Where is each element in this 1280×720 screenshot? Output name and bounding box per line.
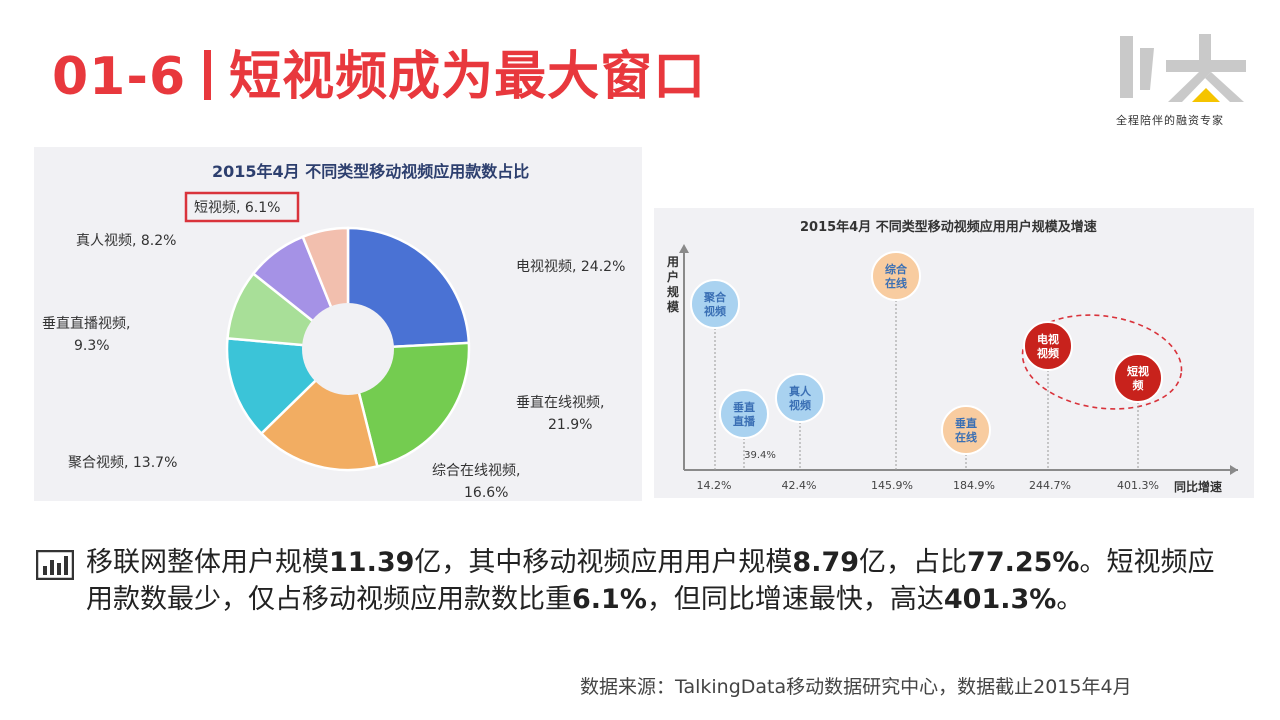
- highlight-box: [184, 191, 300, 223]
- slide-heading: 短视频成为最大窗口: [229, 47, 707, 107]
- pie-slice-label: 综合在线视频, 16.6%: [432, 463, 520, 501]
- pie-slice-label: 聚合视频, 13.7%: [68, 455, 177, 471]
- bubble-label: 垂直在线: [955, 416, 977, 444]
- x-axis-arrow-icon: [1230, 465, 1238, 475]
- x-tick-label: 14.2%: [697, 479, 732, 492]
- y-axis-label: 用户规模: [666, 255, 680, 314]
- summary-value-3: 77.25%: [967, 547, 1080, 578]
- pie-slice-label: 短视频, 6.1%: [194, 200, 280, 216]
- summary-value-1: 11.39: [329, 547, 415, 578]
- x-axis-label: 同比增速: [1174, 479, 1222, 494]
- pie-chart-title: 2015年4月 不同类型移动视频应用款数占比: [212, 162, 529, 181]
- scatter-chart-panel: 2015年4月 不同类型移动视频应用用户规模及增速 用户规模同比增速 聚合视频垂…: [654, 208, 1254, 498]
- scatter-bubble: [941, 405, 991, 455]
- x-tick-label: 145.9%: [871, 479, 913, 492]
- summary-value-5: 401.3%: [943, 584, 1057, 615]
- x-tick-label: 244.7%: [1029, 479, 1071, 492]
- slide-title: 01-6 短视频成为最大窗口: [52, 34, 706, 109]
- bubble-label: 聚合视频: [703, 290, 727, 318]
- bar-chart-icon: [36, 550, 74, 580]
- pie-slice-label: 垂直直播视频, 9.3%: [42, 315, 130, 354]
- bubble-label: 综合在线: [885, 262, 908, 290]
- x-tick-label: 42.4%: [782, 479, 817, 492]
- title-separator: [204, 50, 212, 100]
- pie-slice-label: 真人视频, 8.2%: [76, 233, 176, 249]
- pie-slice-label: 电视视频, 24.2%: [516, 259, 625, 275]
- logo-tagline: 全程陪伴的融资专家: [1116, 114, 1224, 127]
- scatter-bubble: [1023, 321, 1073, 371]
- scatter-chart-title: 2015年4月 不同类型移动视频应用用户规模及增速: [800, 219, 1097, 235]
- bubble-label: 短视频: [1127, 364, 1149, 392]
- y-axis-arrow-icon: [679, 244, 689, 253]
- highlight-ellipse: [1021, 314, 1183, 410]
- section-number: 01-6: [52, 47, 187, 107]
- summary-part-1: 移联网整体用户规模: [86, 547, 329, 578]
- scatter-bubble: [775, 373, 825, 423]
- bubble-label: 垂直直播: [733, 400, 756, 428]
- pie-chart-panel: 2015年4月 不同类型移动视频应用款数占比 电视视频, 24.2% 垂直在线视频…: [34, 147, 642, 501]
- summary-value-2: 8.79: [792, 547, 860, 578]
- x-tick-label: 401.3%: [1117, 479, 1159, 492]
- summary-value-4: 6.1%: [572, 584, 647, 615]
- summary-text: 移联网整体用户规模11.39亿，其中移动视频应用用户规模8.79亿，占比77.2…: [86, 544, 1236, 618]
- scatter-bubble: [690, 279, 740, 329]
- pie-slice-label: 垂直在线视频, 21.9%: [516, 394, 604, 433]
- donut-hole: [302, 303, 394, 395]
- scatter-bubble: [1113, 353, 1163, 403]
- brand-logo-icon: [1120, 34, 1246, 102]
- x-tick-label: 184.9%: [953, 479, 995, 492]
- summary-part-5: ，但同比增速最快，高达: [646, 584, 944, 615]
- data-source-note: 数据来源：TalkingData移动数据研究中心，数据截止2015年4月: [580, 676, 1132, 698]
- summary-part-6: 。: [1056, 584, 1084, 615]
- summary-part-4: 。短视频应用款数最少，仅占移动视频应用款数比重: [86, 547, 1215, 615]
- summary-part-3: 亿，占比: [859, 547, 968, 578]
- scatter-bubble: [871, 251, 921, 301]
- bubble-label: 电视视频: [1037, 332, 1059, 360]
- bubble-note-label: 39.4%: [744, 450, 776, 461]
- summary-part-2: 亿，其中移动视频应用用户规模: [414, 547, 793, 578]
- pie-chart: 2015年4月 不同类型移动视频应用款数占比 电视视频, 24.2% 垂直在线视频…: [42, 162, 625, 501]
- bubble-label: 真人视频: [789, 384, 812, 412]
- scatter-bubble: [719, 389, 769, 439]
